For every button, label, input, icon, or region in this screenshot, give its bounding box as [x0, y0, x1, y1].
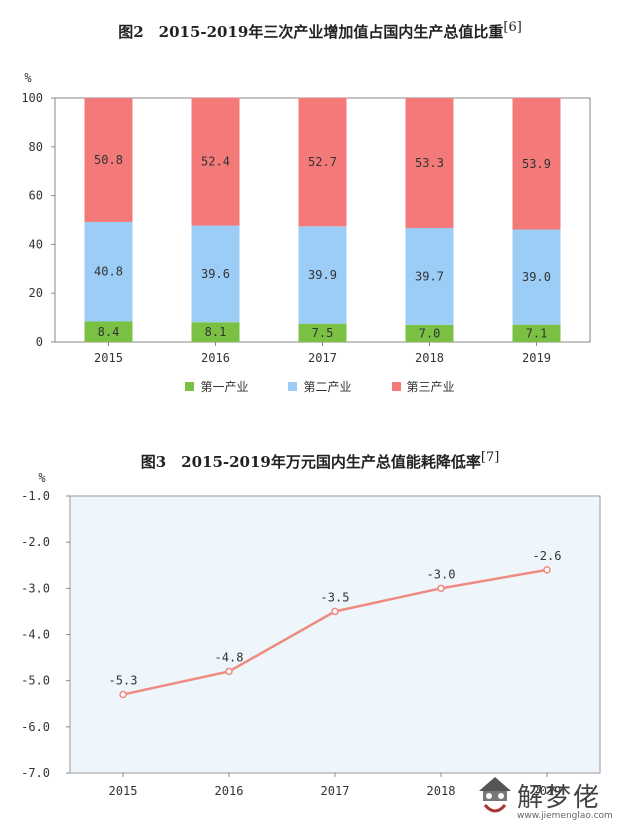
legend-label: 第二产业: [303, 380, 352, 394]
chart1-title-text: 图2 2015-2019年三次产业增加值占国内生产总值比重: [118, 23, 504, 41]
bar-segment: [298, 97, 347, 227]
point-data-label: -2.6: [533, 549, 562, 563]
legend-label: 第一产业: [200, 380, 249, 394]
point-data-label: -4.8: [215, 650, 244, 664]
bar-data-label: 39.6: [201, 267, 230, 281]
bar-segment: [84, 98, 133, 222]
bar-segment: [84, 221, 133, 322]
bar-data-label: 39.7: [415, 269, 444, 283]
bar-data-label: 52.4: [201, 155, 230, 169]
y-tick-label: -1.0: [21, 489, 50, 503]
bar-segment: [512, 98, 561, 230]
legend-swatch: [288, 382, 298, 391]
x-tick-label: 2019: [522, 351, 551, 365]
bar-data-label: 8.4: [98, 325, 120, 339]
legend-item: 第三产业: [391, 378, 455, 395]
x-tick-label: 2018: [427, 784, 456, 798]
chart2-title-text: 图3 2015-2019年万元国内生产总值能耗降低率: [140, 453, 481, 471]
bar-segment: [298, 323, 347, 342]
x-tick-label: 2015: [94, 351, 123, 365]
bar-data-label: 7.0: [419, 326, 441, 340]
mascot-icon: [479, 777, 511, 813]
y-tick-label: -2.0: [21, 535, 50, 549]
bar-data-label: 53.9: [522, 157, 551, 171]
line-chart: -1.0 -2.0 -3.0 -4.0 -5.0 -6.0 -7.0% 2015 2016 201…: [21, 471, 601, 798]
plot-area: [69, 495, 601, 774]
y-tick-label: -5.0: [21, 674, 50, 688]
bar-segment: [405, 98, 454, 229]
y-tick-label: -3.0: [21, 581, 50, 595]
data-point: [331, 607, 339, 616]
bar-segment: [191, 322, 240, 342]
x-tick-label: 2016: [201, 351, 230, 365]
data-point: [437, 584, 445, 593]
bar-segment: [512, 229, 561, 325]
point-data-label: -3.0: [427, 567, 456, 581]
bar-segment: [405, 324, 454, 342]
bar-data-label: 8.1: [205, 325, 227, 339]
legend-label: 第三产业: [406, 380, 455, 394]
bar-data-label: 40.8: [94, 265, 123, 279]
legend-item: 第一产业: [185, 378, 248, 395]
chart2-title-ref: [7]: [480, 450, 500, 465]
bar-data-label: 50.8: [94, 153, 123, 167]
bar-segment: [84, 321, 133, 342]
bar-segment: [298, 226, 347, 324]
x-tick-label: 2016: [215, 784, 244, 798]
stacked-bar-chart: 0 20 40 60 80 100% 8.4 40.8 50.8 2015 8.1 39.6 52.4 2…: [21, 71, 591, 365]
data-point: [119, 690, 127, 699]
y-tick-label: 40: [29, 237, 43, 251]
chart1-legend: 第一产业 第二产业 第三产业: [0, 378, 640, 395]
bar-data-label: 39.9: [308, 268, 337, 282]
data-point: [225, 667, 233, 676]
y-tick-label: -4.0: [21, 628, 50, 642]
point-data-label: -3.5: [321, 590, 350, 604]
data-point: [543, 566, 551, 574]
x-tick-label: 2015: [109, 784, 138, 798]
y-axis-unit: %: [24, 71, 32, 85]
bar-segment: [191, 97, 240, 226]
watermark-url: www.jiemenglao.com: [517, 811, 613, 821]
legend-swatch: [185, 382, 195, 391]
y-tick-label: 100: [21, 91, 43, 105]
bar-data-label: 7.5: [312, 326, 334, 340]
watermark-logo: 解梦佬 www.jiemenglao.com: [475, 775, 635, 825]
x-tick-label: 2017: [308, 351, 337, 365]
point-data-label: -5.3: [109, 674, 138, 688]
bar-segment: [405, 228, 454, 325]
bar-segment: [191, 225, 240, 323]
bar-data-label: 7.1: [526, 326, 548, 340]
legend-item: 第二产业: [288, 378, 352, 395]
bar-data-label: 52.7: [308, 155, 337, 169]
bar-data-label: 53.3: [415, 156, 444, 170]
y-tick-label: -7.0: [21, 766, 50, 780]
bar-data-label: 39.0: [522, 270, 551, 284]
watermark-text: 解梦佬: [517, 783, 602, 813]
y-tick-label: 0: [36, 335, 43, 349]
x-tick-label: 2019: [533, 784, 562, 798]
x-tick-label: 2018: [415, 351, 444, 365]
y-tick-label: 60: [29, 189, 43, 203]
x-tick-label: 2017: [321, 784, 350, 798]
y-tick-label: 20: [29, 286, 43, 300]
chart1-title: 图2 2015-2019年三次产业增加值占国内生产总值比重[6]: [0, 20, 640, 42]
chart1-title-ref: [6]: [503, 20, 522, 35]
y-tick-label: 80: [29, 140, 43, 154]
bar-segment: [512, 324, 561, 342]
legend-swatch: [391, 382, 401, 391]
y-axis-unit: %: [38, 471, 46, 485]
y-tick-label: -6.0: [21, 720, 50, 734]
chart2-title: 图3 2015-2019年万元国内生产总值能耗降低率[7]: [0, 450, 640, 472]
